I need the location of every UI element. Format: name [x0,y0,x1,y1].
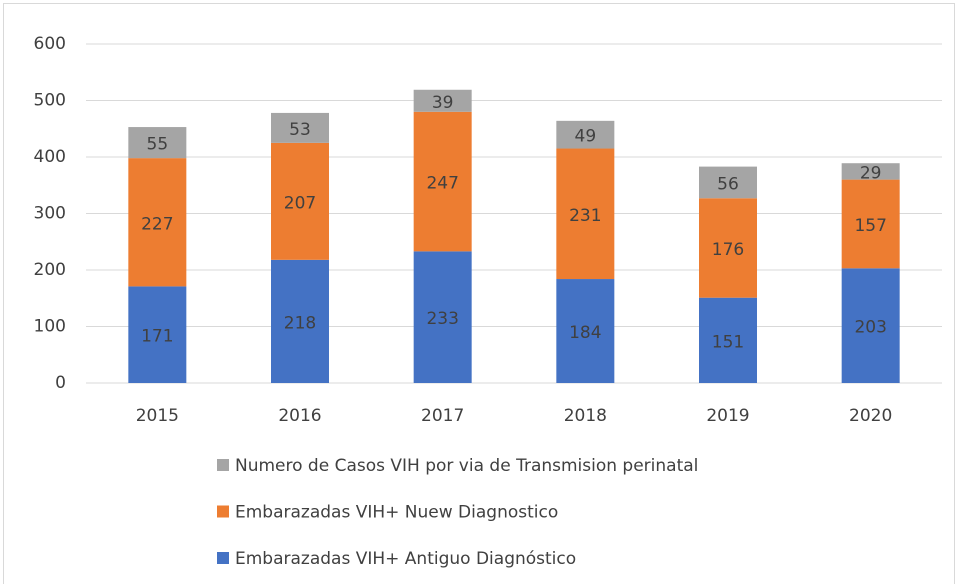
bar-segment [128,158,187,287]
legend-swatch [217,459,229,471]
data-label: 39 [432,93,454,113]
legend-label: Numero de Casos VIH por via de Transmisi… [235,456,698,476]
x-tick-label: 2020 [849,406,892,426]
data-label: 171 [141,327,173,347]
data-label: 151 [712,332,744,352]
bar-segment [699,297,757,383]
bar-segment [128,127,187,159]
y-tick-label: 300 [34,204,66,224]
data-label: 207 [284,193,316,213]
bar-segment [271,142,329,260]
y-tick-label: 0 [55,373,66,393]
legend-label: Embarazadas VIH+ Antiguo Diagnóstico [235,549,576,569]
bar-segment [413,89,472,112]
data-label: 247 [426,174,458,194]
bar-segment [556,279,615,383]
x-tick-label: 2016 [278,406,321,426]
y-tick-label: 100 [34,317,66,337]
data-label: 49 [575,127,597,147]
bar-segment [699,166,757,199]
bar-segment [556,120,615,149]
y-tick-label: 600 [34,34,66,54]
x-tick-label: 2018 [564,406,607,426]
bar-segment [699,198,757,298]
x-tick-label: 2019 [706,406,749,426]
y-tick-label: 400 [34,147,66,167]
x-tick-label: 2015 [136,406,179,426]
bar-segment [413,111,472,252]
data-label: 227 [141,214,173,234]
x-tick-label: 2017 [421,406,464,426]
y-tick-label: 500 [34,91,66,111]
data-label: 184 [569,323,601,343]
data-label: 53 [289,120,311,140]
data-label: 56 [717,174,739,194]
bar-segment [271,259,329,383]
bar-segment [413,251,472,383]
bar-segment [128,286,187,383]
data-label: 233 [426,309,458,329]
bar-segment [841,163,900,180]
data-label: 55 [147,135,169,155]
bar-segment [556,148,615,280]
data-label: 203 [854,318,886,338]
data-label: 176 [712,240,744,260]
chart-border [3,3,955,584]
bar-segment [271,112,329,143]
data-label: 218 [284,313,316,333]
bar-segment [841,268,900,383]
y-tick-label: 200 [34,260,66,280]
data-label: 157 [854,216,886,236]
data-label: 231 [569,206,601,226]
legend-swatch [217,552,229,564]
bar-segment [841,179,900,269]
legend-label: Embarazadas VIH+ Nuew Diagnostico [235,503,558,523]
legend-swatch [217,505,229,518]
data-label: 29 [860,163,882,183]
